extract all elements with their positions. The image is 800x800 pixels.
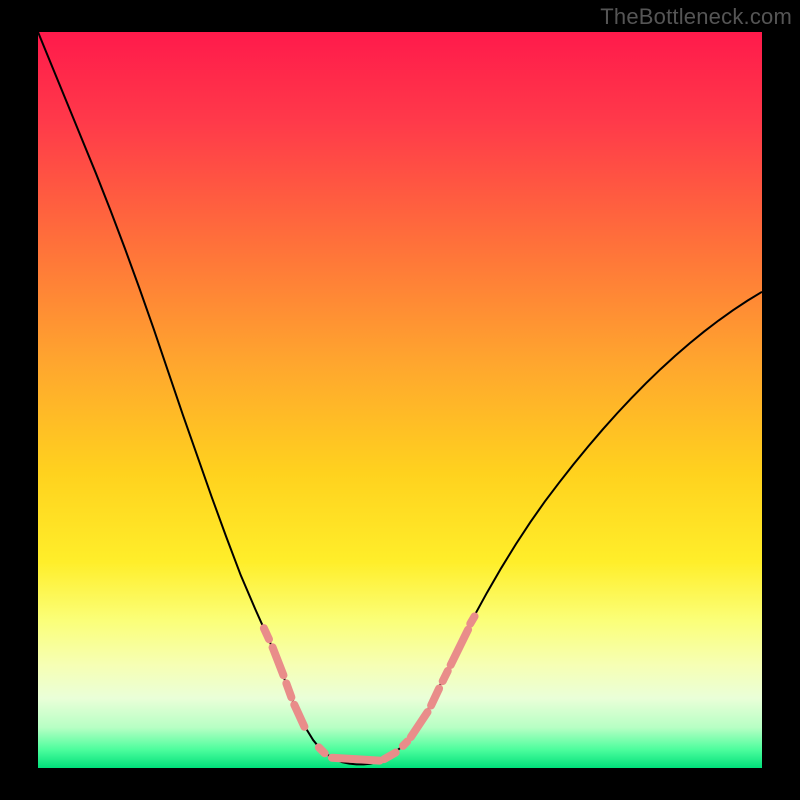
watermark-text: TheBottleneck.com [600,4,792,30]
highlight-segment [332,758,380,761]
highlight-segment [319,747,325,753]
highlight-segment [403,742,407,746]
highlight-segment [286,683,291,697]
highlight-segment [443,671,448,681]
chart-stage: TheBottleneck.com [0,0,800,800]
highlight-segment [470,616,474,623]
bottleneck-curve-chart [0,0,800,800]
plot-background [38,32,762,768]
highlight-segment [264,628,269,639]
